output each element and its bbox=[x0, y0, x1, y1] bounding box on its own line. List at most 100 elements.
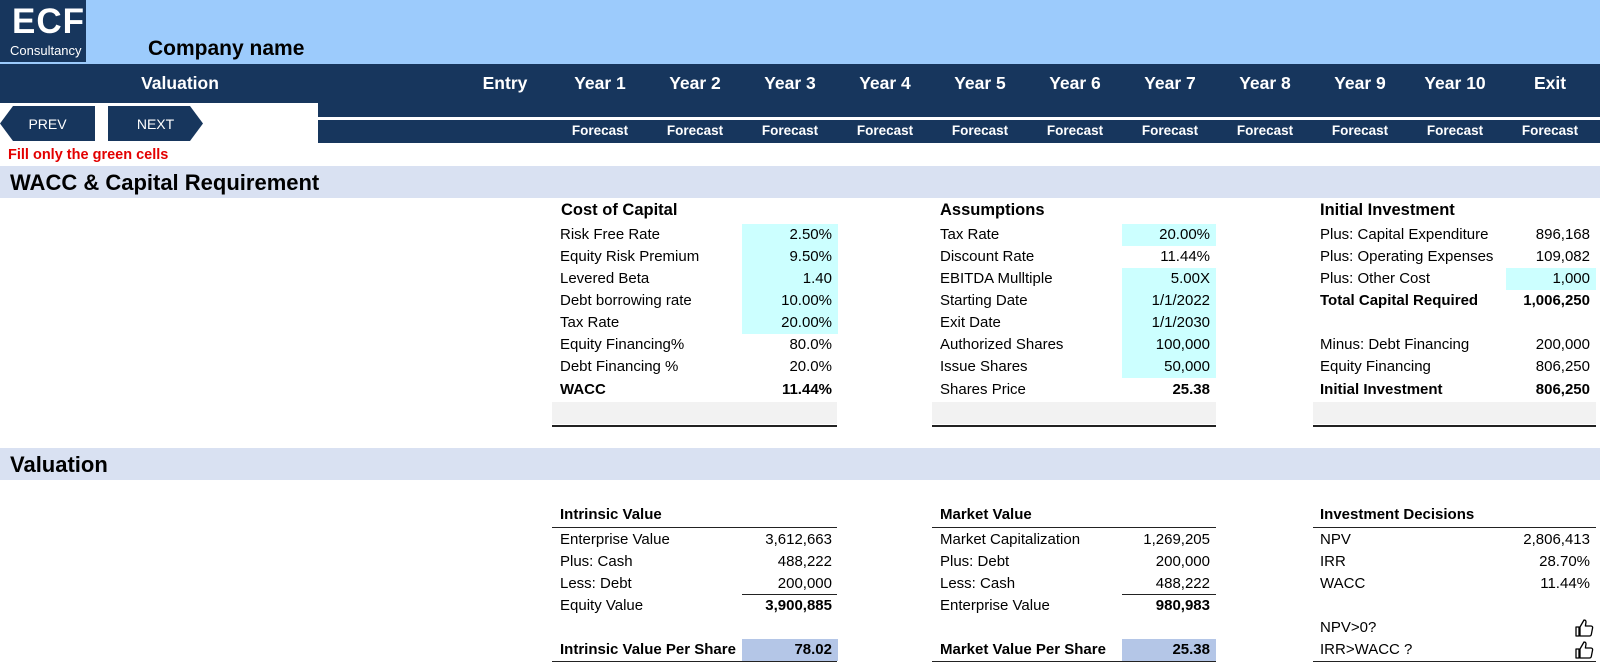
table-title: Market Value bbox=[940, 506, 1032, 523]
input-cell[interactable]: 9.50% bbox=[742, 246, 838, 268]
value-cell: 488,222 bbox=[777, 553, 832, 570]
table-row-total: Initial Investment 806,250 bbox=[1320, 379, 1596, 401]
col-year-4: Year 4 bbox=[859, 73, 911, 93]
table-row: Enterprise Value 980,983 bbox=[940, 595, 1216, 617]
section-band-valuation bbox=[0, 448, 1600, 480]
value-cell: 2,806,413 bbox=[1523, 531, 1590, 548]
table-title: Investment Decisions bbox=[1320, 506, 1475, 523]
row-label: Exit Date bbox=[940, 314, 1001, 331]
table-row: Debt Financing % 20.0% bbox=[560, 356, 838, 378]
value-cell: 78.02 bbox=[742, 639, 838, 661]
prev-button[interactable]: PREV bbox=[0, 106, 95, 141]
input-cell[interactable]: 20.00% bbox=[742, 312, 838, 334]
row-label: Equity Value bbox=[560, 597, 644, 614]
forecast-label: Forecast bbox=[1426, 123, 1484, 138]
row-label: Enterprise Value bbox=[560, 531, 670, 548]
row-label: NPV bbox=[1320, 531, 1351, 548]
table-row: Levered Beta 1.40 bbox=[560, 268, 838, 290]
input-cell[interactable]: 1/1/2022 bbox=[1122, 290, 1216, 312]
row-label: Equity Financing% bbox=[560, 336, 685, 353]
input-cell[interactable]: 50,000 bbox=[1122, 356, 1216, 378]
table-row: Equity Risk Premium 9.50% bbox=[560, 246, 838, 268]
input-cell[interactable]: 1/1/2030 bbox=[1122, 312, 1216, 334]
divider bbox=[1313, 425, 1596, 427]
cost-of-capital-table: Cost of Capital Risk Free Rate 2.50% Equ… bbox=[560, 200, 838, 432]
table-title: Cost of Capital bbox=[561, 201, 678, 219]
table-row: NPV 2,806,413 bbox=[1320, 529, 1596, 551]
forecast-label: Forecast bbox=[1141, 123, 1199, 138]
divider bbox=[932, 661, 1216, 662]
row-label: Less: Debt bbox=[560, 575, 632, 592]
section-title-wacc: WACC & Capital Requirement bbox=[10, 170, 320, 195]
forecast-label: Forecast bbox=[571, 123, 629, 138]
row-label: Market Capitalization bbox=[940, 531, 1081, 548]
row-label: Less: Cash bbox=[940, 575, 1016, 592]
row-label: Starting Date bbox=[940, 292, 1028, 309]
divider bbox=[1313, 527, 1596, 528]
divider bbox=[552, 425, 837, 427]
row-label: Plus: Debt bbox=[940, 553, 1010, 570]
spacer-cell bbox=[1313, 402, 1596, 424]
divider bbox=[1122, 594, 1216, 595]
next-button[interactable]: NEXT bbox=[108, 106, 203, 141]
row-label: Issue Shares bbox=[940, 358, 1028, 375]
col-entry: Entry bbox=[482, 73, 528, 93]
value-cell: 25.38 bbox=[1172, 381, 1210, 398]
divider bbox=[932, 425, 1216, 427]
row-label: Tax Rate bbox=[560, 314, 620, 331]
logo-subtext: Consultancy bbox=[10, 43, 82, 58]
row-label: Debt Financing % bbox=[560, 358, 679, 375]
input-cell[interactable]: 20.00% bbox=[1122, 224, 1216, 246]
value-cell: 11.44% bbox=[781, 381, 832, 398]
value-cell: 806,250 bbox=[1535, 358, 1590, 375]
table-row: Risk Free Rate 2.50% bbox=[560, 224, 838, 246]
input-cell[interactable]: 1.40 bbox=[742, 268, 838, 290]
col-year-9: Year 9 bbox=[1334, 73, 1386, 93]
input-cell[interactable]: 2.50% bbox=[742, 224, 838, 246]
value-cell: 11.44% bbox=[1540, 575, 1590, 592]
divider bbox=[552, 661, 837, 662]
row-label: Market Value Per Share bbox=[940, 641, 1106, 658]
table-row: Equity Financing 806,250 bbox=[1320, 356, 1596, 378]
intrinsic-value-table: Intrinsic Value Enterprise Value 3,612,6… bbox=[560, 505, 838, 663]
table-title: Assumptions bbox=[940, 201, 1045, 219]
value-cell: 980,983 bbox=[1155, 597, 1210, 614]
investment-decisions-table: Investment Decisions NPV 2,806,413 IRR 2… bbox=[1320, 505, 1596, 663]
input-cell[interactable]: 1,000 bbox=[1506, 268, 1596, 290]
col-exit: Exit bbox=[1533, 73, 1567, 93]
value-cell: 200,000 bbox=[1155, 553, 1210, 570]
input-cell[interactable]: 100,000 bbox=[1122, 334, 1216, 356]
col-year-5: Year 5 bbox=[954, 73, 1006, 93]
input-cell[interactable]: 10.00% bbox=[742, 290, 838, 312]
row-label: Authorized Shares bbox=[940, 336, 1064, 353]
col-year-6: Year 6 bbox=[1049, 73, 1101, 93]
table-row-total: Total Capital Required 1,006,250 bbox=[1320, 290, 1596, 312]
table-row: IRR 28.70% bbox=[1320, 551, 1596, 573]
row-label: Plus: Other Cost bbox=[1320, 270, 1431, 287]
table-row: Equity Financing% 80.0% bbox=[560, 334, 838, 356]
row-label: Risk Free Rate bbox=[560, 226, 661, 243]
value-cell: 80.0% bbox=[789, 336, 832, 353]
table-row: Plus: Operating Expenses 109,082 bbox=[1320, 246, 1596, 268]
value-cell: 896,168 bbox=[1535, 226, 1590, 243]
table-row: Plus: Capital Expenditure 896,168 bbox=[1320, 224, 1596, 246]
row-label: Plus: Operating Expenses bbox=[1320, 248, 1494, 265]
value-cell: 20.0% bbox=[789, 358, 832, 375]
header-valuation-label: Valuation bbox=[141, 73, 219, 93]
section-band-wacc bbox=[0, 166, 1600, 198]
company-name: Company name bbox=[148, 37, 305, 60]
forecast-label: Forecast bbox=[1521, 123, 1579, 138]
table-row: Plus: Debt 200,000 bbox=[940, 551, 1216, 573]
forecast-bar bbox=[318, 120, 1600, 143]
table-row: Minus: Debt Financing 200,000 bbox=[1320, 334, 1596, 356]
divider bbox=[932, 527, 1216, 528]
thumbs-up-icon bbox=[1575, 641, 1594, 659]
logo-text: ECF bbox=[12, 2, 85, 41]
col-year-1: Year 1 bbox=[574, 73, 626, 93]
table-row: Market Capitalization 1,269,205 bbox=[940, 529, 1216, 551]
col-year-8: Year 8 bbox=[1239, 73, 1291, 93]
row-label: Equity Financing bbox=[1320, 358, 1431, 375]
value-cell: 1,269,205 bbox=[1143, 531, 1210, 548]
forecast-label: Forecast bbox=[1236, 123, 1294, 138]
input-cell[interactable]: 5.00X bbox=[1122, 268, 1216, 290]
